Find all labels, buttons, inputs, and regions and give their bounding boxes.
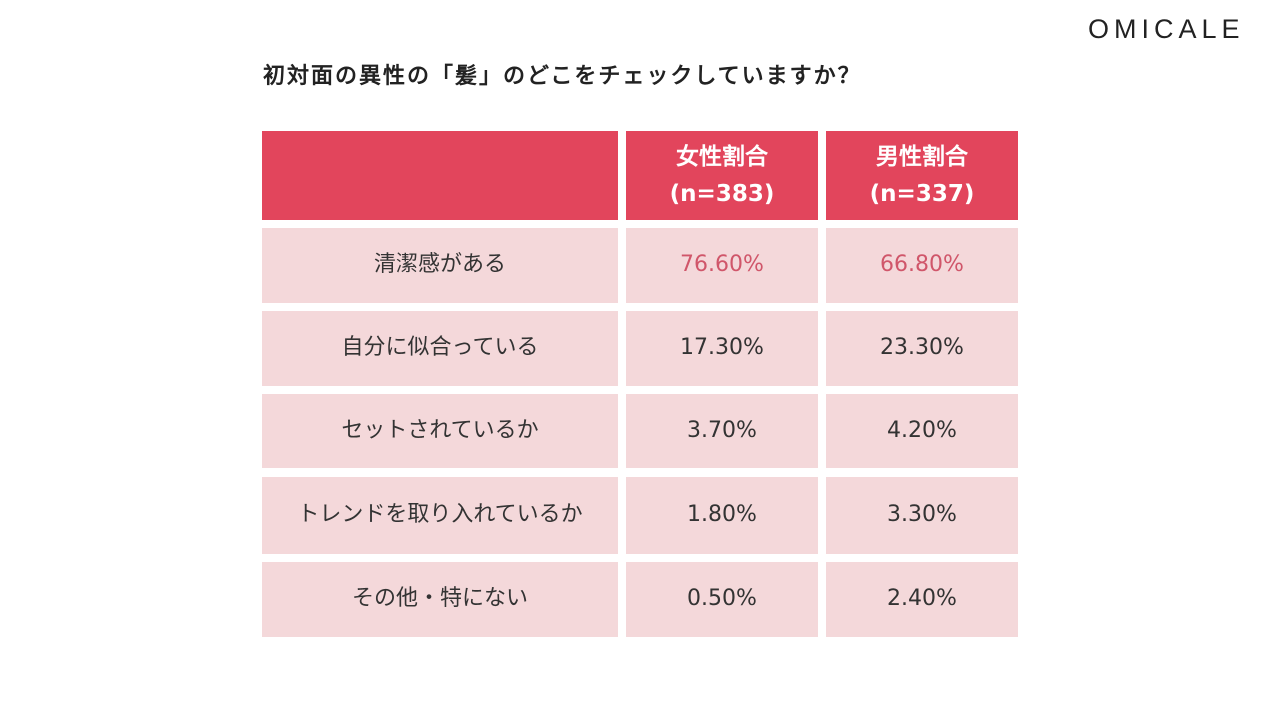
row-label: トレンドを取り入れているか [262, 477, 618, 554]
column-label: 女性割合 [676, 143, 768, 170]
column-sample-size: (n=383) [669, 180, 775, 207]
value-cell: 2.40% [826, 562, 1018, 637]
row-label: 自分に似合っている [262, 311, 618, 386]
value-cell: 3.70% [626, 394, 818, 468]
value-cell: 66.80% [826, 228, 1018, 303]
page-title: 初対面の異性の「髪」のどこをチェックしていますか？ [263, 64, 862, 89]
value-cell: 23.30% [826, 311, 1018, 386]
row-label: その他・特にない [262, 562, 618, 637]
value-cell: 1.80% [626, 477, 818, 554]
omicale-logo: OMICALE [1088, 14, 1245, 44]
column-header: 男性割合 (n=337) [826, 131, 1018, 220]
value-cell: 17.30% [626, 311, 818, 386]
value-cell: 3.30% [826, 477, 1018, 554]
column-header: 女性割合 (n=383) [626, 131, 818, 220]
column-label: 男性割合 [876, 143, 968, 170]
value-cell: 0.50% [626, 562, 818, 637]
value-cell: 4.20% [826, 394, 1018, 468]
value-cell: 76.60% [626, 228, 818, 303]
row-label: 清潔感がある [262, 228, 618, 303]
row-label: セットされているか [262, 394, 618, 468]
column-sample-size: (n=337) [869, 180, 975, 207]
header-corner-cell [262, 131, 618, 220]
